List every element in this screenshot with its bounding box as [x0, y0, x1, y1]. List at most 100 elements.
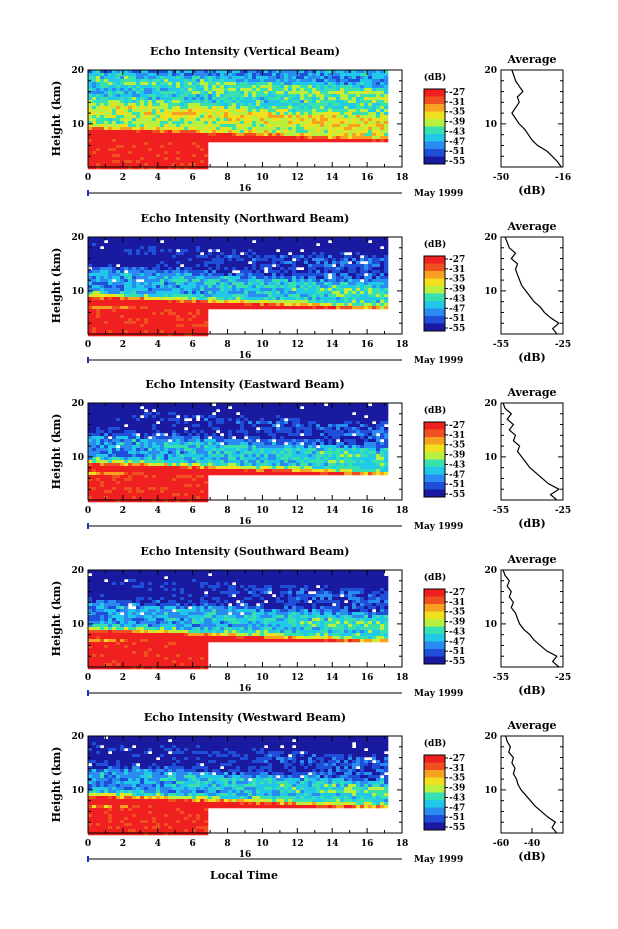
y-axis-label: Height (km) — [50, 248, 63, 324]
colorbar-swatch — [424, 134, 445, 142]
colorbar-tick-label: -39 — [449, 451, 465, 461]
y-tick-label: 10 — [71, 287, 84, 297]
date-label: May 1999 — [414, 522, 463, 532]
day-label: 16 — [239, 850, 252, 860]
colorbar-tick-label: -51 — [449, 314, 465, 324]
x-tick-label: 2 — [120, 506, 126, 516]
y-tick-label: 10 — [71, 620, 84, 630]
panel-2: Echo Intensity (Northward Beam) 0 2 4 6 8 10 12… — [50, 212, 571, 366]
heatmap-cells — [88, 70, 389, 170]
colorbar-tick-label: -35 — [449, 275, 465, 285]
profile-x-tick-label: -55 — [493, 506, 509, 516]
colorbar-swatch — [424, 452, 445, 460]
x-tick-label: 12 — [291, 673, 304, 683]
colorbar-tick-label: -39 — [449, 118, 465, 128]
panel-4: Echo Intensity (Southward Beam) 0 2 4 6 8 10 12… — [50, 545, 571, 699]
profile-frame — [500, 402, 564, 501]
colorbar-tick-label: -27 — [449, 88, 465, 98]
profile-x-label: (dB) — [518, 184, 545, 197]
profile-frame — [500, 236, 564, 335]
colorbar-swatch — [424, 656, 445, 665]
profile-x-tick-label: -60 — [493, 839, 509, 849]
profile-line — [502, 402, 561, 501]
average-profile: Average 20 10 -60 -40(dB) — [484, 719, 564, 863]
profile-line — [505, 735, 558, 834]
profile-x-tick-label: -25 — [555, 673, 571, 683]
y-tick-label: 10 — [71, 120, 84, 130]
colorbar-unit: (dB) — [424, 239, 446, 250]
y-axis-label: Height (km) — [50, 414, 63, 490]
x-tick-label: 10 — [256, 673, 269, 683]
colorbar-tick-label: -55 — [449, 490, 465, 500]
colorbar-swatch — [424, 777, 445, 786]
colorbar-swatch — [424, 489, 445, 498]
colorbar-swatch — [424, 256, 445, 264]
colorbar-tick-label: -27 — [449, 421, 465, 431]
colorbar-swatch — [424, 119, 445, 127]
colorbar-frame — [423, 421, 446, 498]
x-tick-label: 16 — [361, 340, 374, 350]
profile-x-tick-label: -25 — [555, 506, 571, 516]
date-label: May 1999 — [414, 689, 463, 699]
heatmap-cells — [88, 570, 389, 670]
y-axis-label: Height (km) — [50, 81, 63, 157]
x-tick-label: 2 — [120, 673, 126, 683]
colorbar-swatch — [424, 815, 445, 823]
colorbar-swatch — [424, 482, 445, 490]
colorbar-unit: (dB) — [424, 72, 446, 83]
x-tick-label: 14 — [326, 173, 339, 183]
x-axis-label: Local Time — [210, 869, 278, 882]
x-tick-label: 6 — [190, 673, 196, 683]
colorbar-tick-label: -31 — [449, 764, 465, 774]
colorbar-swatch — [424, 792, 445, 801]
date-label: May 1999 — [414, 356, 463, 366]
colorbar-tick-label: -51 — [449, 813, 465, 823]
colorbar-frame — [423, 588, 446, 665]
colorbar-swatch — [424, 437, 445, 445]
colorbar-tick-label: -55 — [449, 324, 465, 334]
colorbar-swatch — [424, 422, 445, 430]
colorbar-tick-label: -47 — [449, 470, 465, 480]
colorbar-tick-label: -47 — [449, 137, 465, 147]
x-tick-label: 2 — [120, 340, 126, 350]
profile-x-tick-label: -40 — [524, 839, 540, 849]
x-tick-label: 8 — [224, 340, 230, 350]
colorbar-tick-label: -39 — [449, 618, 465, 628]
colorbar-swatch — [424, 316, 445, 324]
x-tick-label: 18 — [396, 173, 409, 183]
colorbar-tick-label: -31 — [449, 431, 465, 441]
colorbar-tick-label: -43 — [449, 460, 465, 470]
profile-y-tick-label: 10 — [484, 453, 497, 463]
x-tick-label: 6 — [190, 839, 196, 849]
colorbar-swatch — [424, 467, 445, 475]
profile-y-tick-label: 20 — [484, 566, 497, 576]
profile-x-label: (dB) — [518, 684, 545, 697]
colorbar-tick-label: -35 — [449, 774, 465, 784]
x-tick-label: 0 — [85, 506, 91, 516]
colorbar-swatch — [424, 429, 445, 438]
x-tick-label: 18 — [396, 673, 409, 683]
profile-line — [502, 569, 560, 668]
colorbar-swatch — [424, 474, 445, 483]
colorbar: -27-31-35-39-43-47-51-55 — [423, 588, 465, 667]
colorbar-tick-label: -55 — [449, 823, 465, 833]
profile-x-tick-label: -55 — [493, 673, 509, 683]
colorbar-tick-label: -31 — [449, 598, 465, 608]
y-axis-label: Height (km) — [50, 747, 63, 823]
colorbar-swatch — [424, 263, 445, 272]
colorbar-swatch — [424, 634, 445, 642]
colorbar-tick-label: -35 — [449, 108, 465, 118]
colorbar: -27-31-35-39-43-47-51-55 — [423, 255, 465, 334]
average-title: Average — [506, 553, 556, 566]
colorbar-swatch — [424, 104, 445, 112]
profile-y-tick-label: 10 — [484, 120, 497, 130]
average-title: Average — [506, 386, 556, 399]
x-tick-label: 10 — [256, 506, 269, 516]
x-tick-label: 2 — [120, 839, 126, 849]
x-tick-label: 10 — [256, 340, 269, 350]
profile-x-tick-label: -16 — [555, 173, 571, 183]
profile-y-tick-label: 10 — [484, 786, 497, 796]
profile-x-label: (dB) — [518, 850, 545, 863]
day-label: 16 — [239, 184, 252, 194]
